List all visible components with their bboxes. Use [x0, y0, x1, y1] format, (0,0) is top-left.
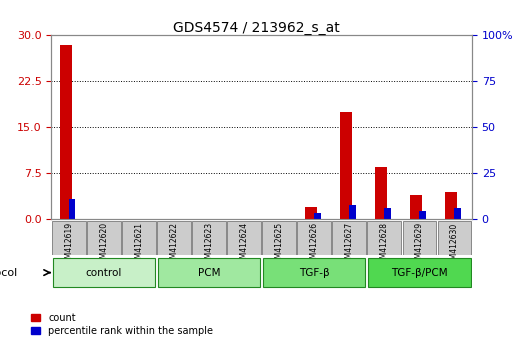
Text: GSM412626: GSM412626: [310, 222, 319, 268]
FancyBboxPatch shape: [52, 221, 86, 255]
Bar: [69, 199, 75, 219]
FancyBboxPatch shape: [192, 221, 226, 255]
Bar: [375, 167, 387, 219]
FancyBboxPatch shape: [227, 221, 261, 255]
Bar: [349, 205, 356, 219]
Text: GSM412624: GSM412624: [240, 222, 249, 268]
FancyBboxPatch shape: [53, 258, 155, 287]
Text: GSM412629: GSM412629: [415, 222, 424, 268]
Bar: [305, 207, 317, 219]
FancyBboxPatch shape: [438, 221, 471, 255]
Text: GSM412628: GSM412628: [380, 222, 389, 268]
Text: GSM412630: GSM412630: [450, 222, 459, 269]
FancyBboxPatch shape: [403, 221, 436, 255]
Text: TGF-β: TGF-β: [299, 268, 329, 278]
Text: GSM412625: GSM412625: [274, 222, 284, 268]
Bar: [410, 195, 422, 219]
FancyBboxPatch shape: [87, 221, 121, 255]
FancyBboxPatch shape: [368, 258, 470, 287]
Bar: [340, 112, 352, 219]
FancyBboxPatch shape: [262, 221, 296, 255]
Text: GSM412623: GSM412623: [205, 222, 213, 268]
Bar: [454, 209, 461, 219]
Text: GDS4574 / 213962_s_at: GDS4574 / 213962_s_at: [173, 21, 340, 35]
Bar: [60, 45, 72, 219]
FancyBboxPatch shape: [367, 221, 401, 255]
Bar: [384, 207, 391, 219]
Text: GSM412621: GSM412621: [134, 222, 144, 268]
Text: GSM412622: GSM412622: [169, 222, 179, 268]
Text: GSM412620: GSM412620: [100, 222, 108, 268]
Text: control: control: [86, 268, 122, 278]
Bar: [419, 211, 426, 219]
FancyBboxPatch shape: [332, 221, 366, 255]
FancyBboxPatch shape: [298, 221, 331, 255]
Text: protocol: protocol: [0, 268, 17, 278]
FancyBboxPatch shape: [263, 258, 365, 287]
Bar: [314, 213, 321, 219]
FancyBboxPatch shape: [157, 221, 191, 255]
Text: TGF-β/PCM: TGF-β/PCM: [391, 268, 448, 278]
Text: GSM412627: GSM412627: [345, 222, 354, 268]
Bar: [445, 192, 458, 219]
Text: GSM412619: GSM412619: [64, 222, 73, 268]
Legend: count, percentile rank within the sample: count, percentile rank within the sample: [30, 313, 213, 336]
Text: PCM: PCM: [198, 268, 220, 278]
FancyBboxPatch shape: [122, 221, 156, 255]
FancyBboxPatch shape: [158, 258, 260, 287]
